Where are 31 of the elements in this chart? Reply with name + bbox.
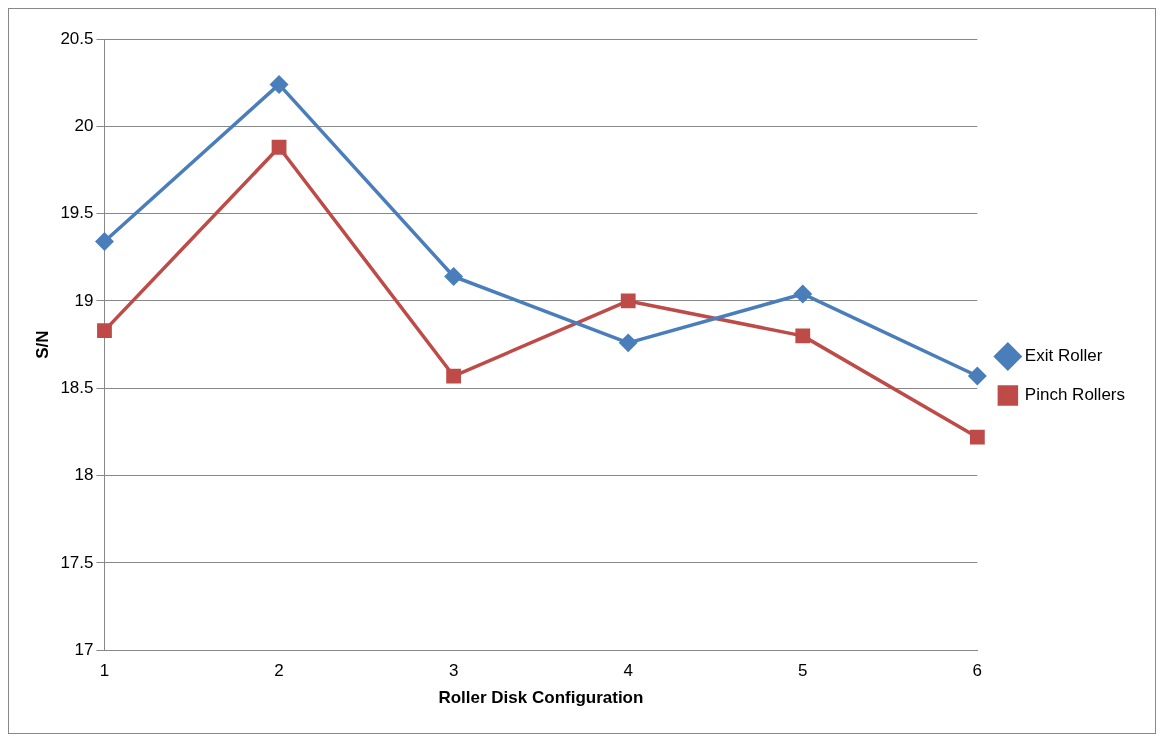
legend-label: Pinch Rollers	[1024, 385, 1126, 405]
point	[270, 75, 288, 94]
y-tick-label: 18	[74, 465, 94, 485]
x-tick-label: 4	[623, 661, 633, 681]
legend-label: Exit Roller	[1024, 346, 1103, 366]
x-tick-label: 1	[99, 661, 110, 681]
x-tick-label: 2	[274, 661, 284, 681]
y-tick-label: 20	[74, 116, 94, 135]
x-axis-title: Roller Disk Configuration	[438, 688, 644, 708]
x-tick-label: 6	[972, 661, 983, 681]
y-tick-label: 20.5	[60, 28, 94, 48]
y-tick-label: 18.5	[60, 377, 94, 397]
x-tick-label: 3	[448, 661, 459, 681]
point	[969, 429, 985, 445]
point	[968, 367, 987, 385]
chart-frame: Roller Disk Configuration S/N Exit Roller Pinch Rollers 1 2 3 4 5 6 17 17.5 18 18.5 19 19.5 20 20.5	[8, 8, 1156, 734]
y-tick-label: 19.5	[60, 203, 94, 223]
point	[446, 368, 462, 384]
point	[95, 232, 114, 251]
y-axis-title: S/N	[32, 330, 52, 359]
point	[794, 285, 812, 303]
point	[795, 328, 811, 344]
point	[97, 323, 112, 339]
point	[271, 139, 287, 155]
point	[444, 267, 463, 286]
y-tick-label: 17	[74, 639, 94, 659]
y-tick-label: 17.5	[60, 552, 94, 572]
y-tick-label: 19	[74, 290, 94, 310]
x-tick-label: 5	[798, 661, 808, 681]
point	[619, 334, 637, 352]
point	[620, 293, 636, 309]
